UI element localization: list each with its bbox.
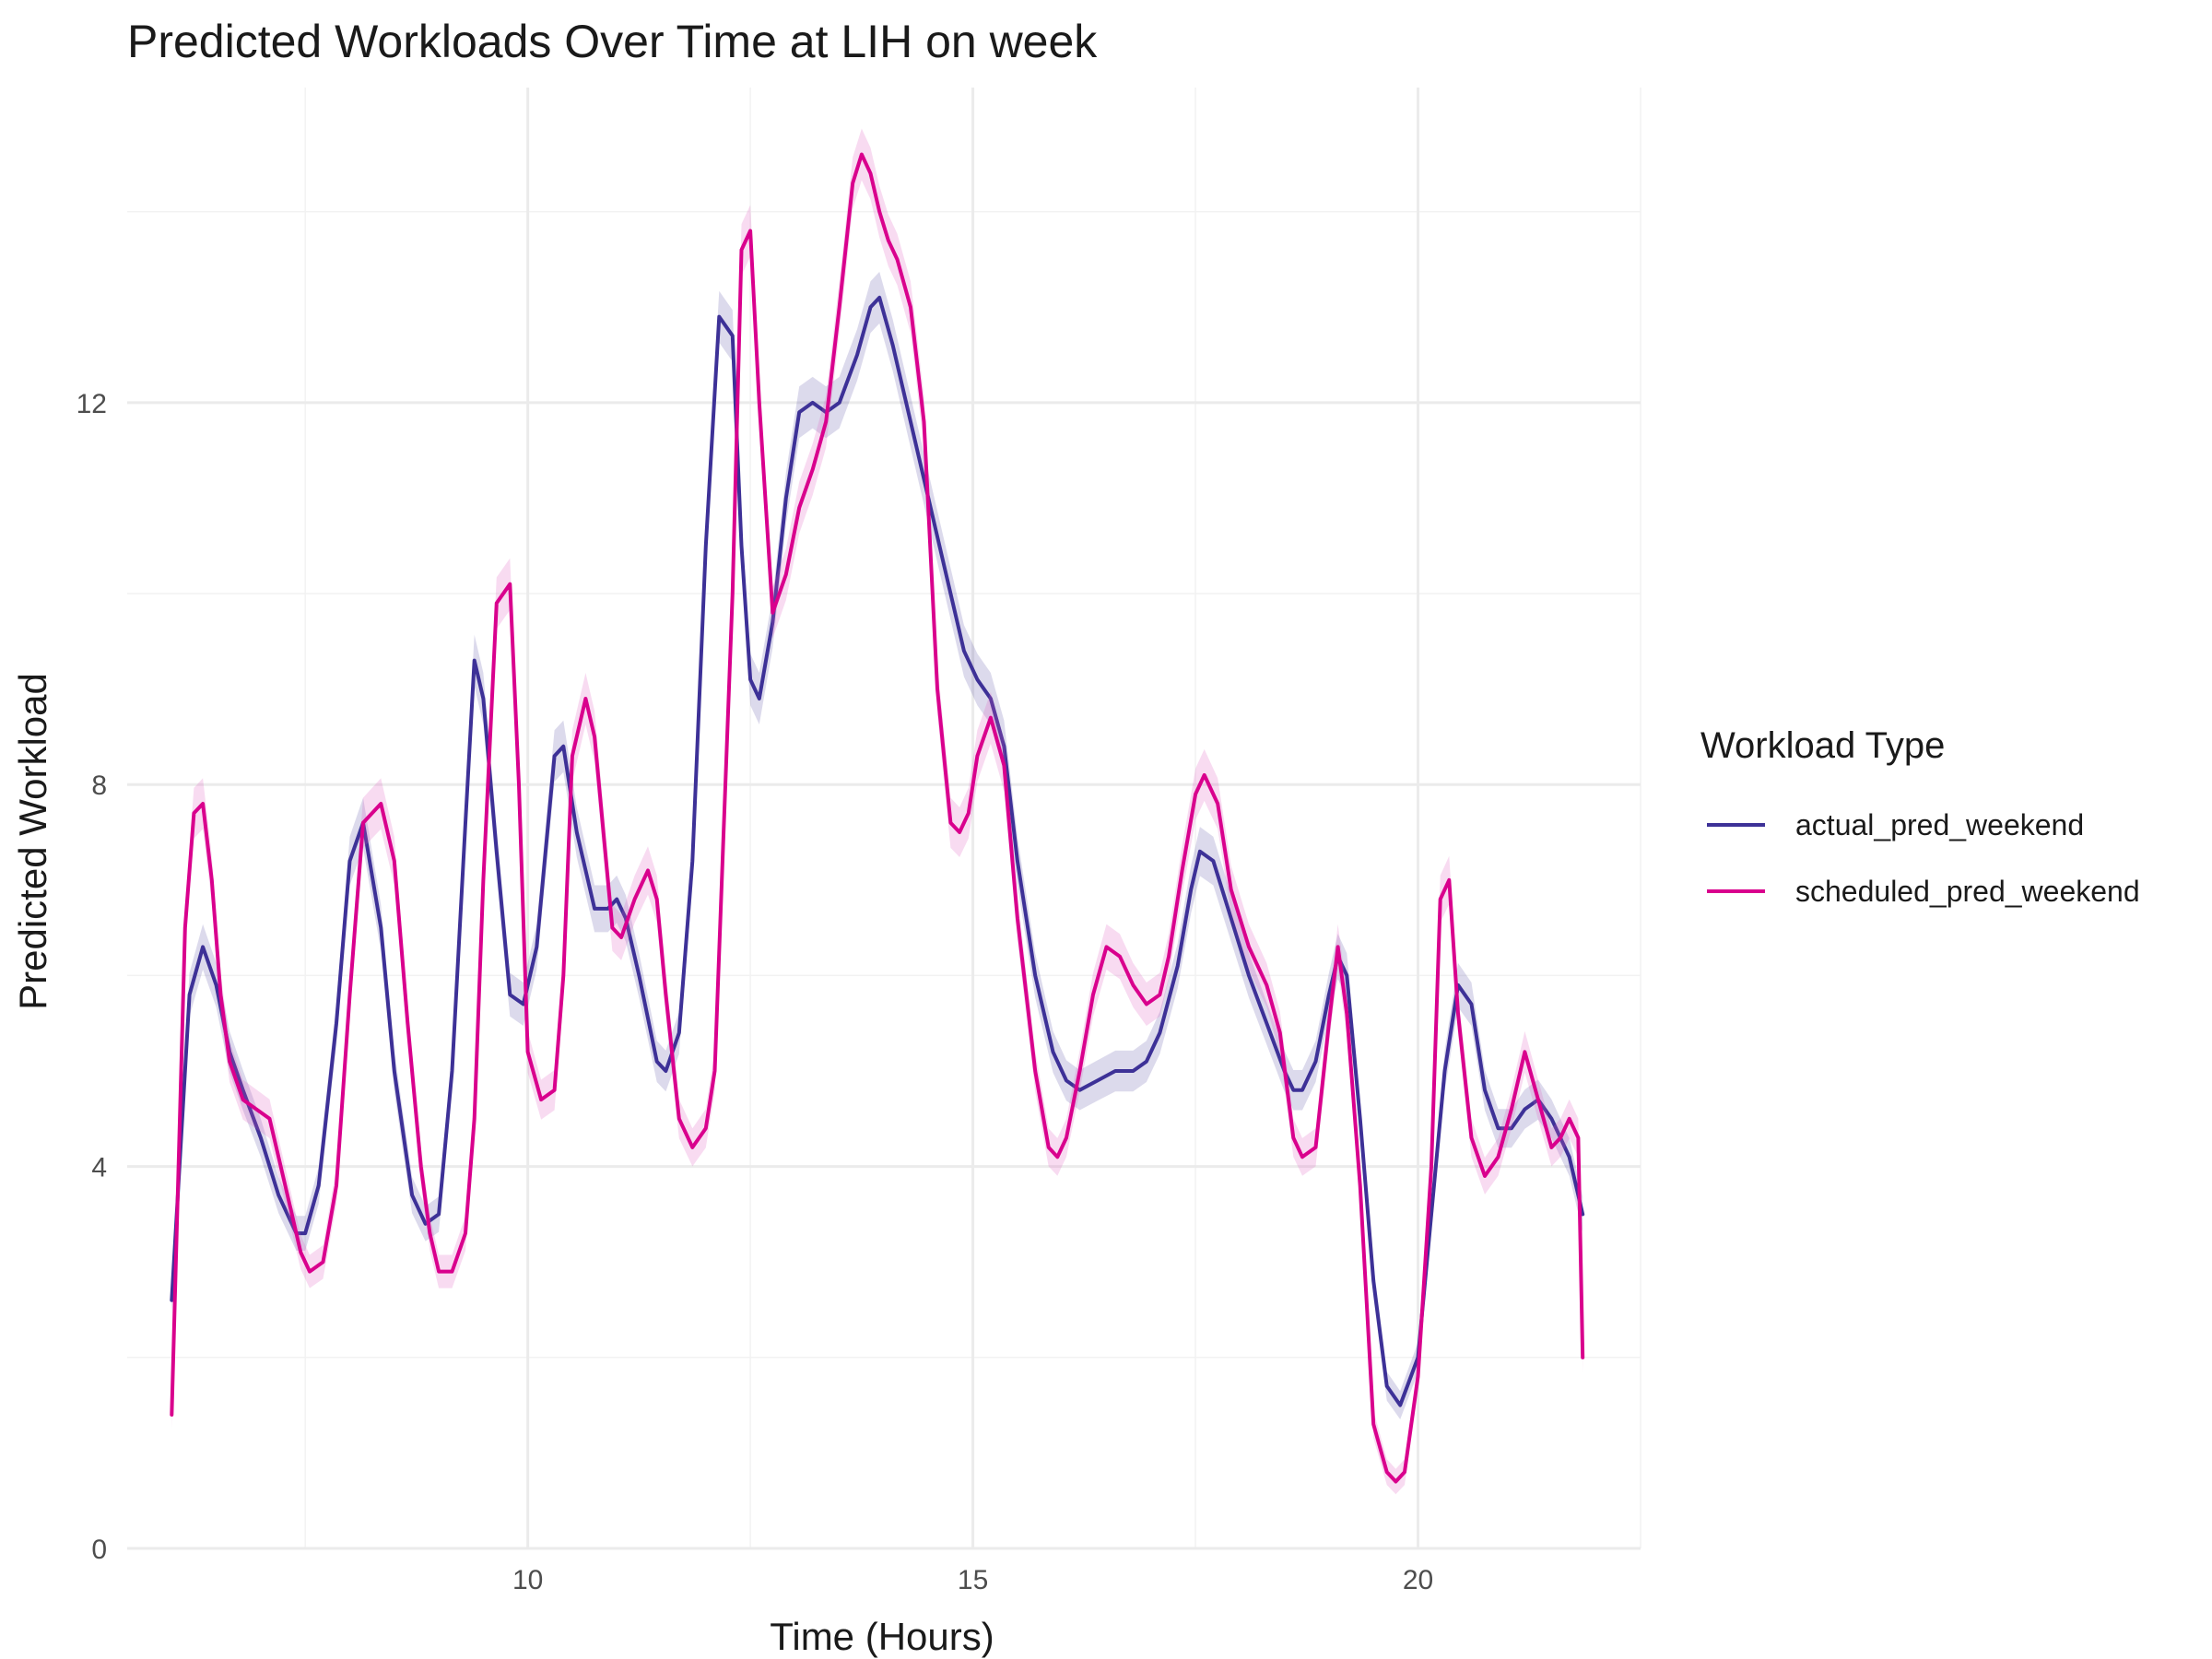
y-axis-title: Predicted Workload <box>11 673 54 1010</box>
plot-area: 10 15 20 0 4 8 12 <box>76 88 1641 1595</box>
legend: Workload Type actual_pred_weekendschedul… <box>1700 725 2140 908</box>
y-tick-label: 0 <box>91 1535 107 1565</box>
series-line-actual_pred_weekend <box>170 295 1585 1407</box>
legend-label-actual_pred_weekend: actual_pred_weekend <box>1795 808 2084 841</box>
y-tick-label: 8 <box>91 771 107 801</box>
x-tick-label: 20 <box>1403 1565 1433 1595</box>
series-line-scheduled_pred_weekend <box>170 152 1585 1484</box>
y-tick-label: 12 <box>76 389 107 419</box>
y-tick-label: 4 <box>91 1153 107 1183</box>
legend-label-scheduled_pred_weekend: scheduled_pred_weekend <box>1795 875 2140 908</box>
x-axis-title: Time (Hours) <box>770 1615 994 1658</box>
legend-items: actual_pred_weekend scheduled_pred_weeken… <box>1707 808 2140 908</box>
chart-title: Predicted Workloads Over Time at LIH on … <box>127 16 1098 67</box>
x-tick-label: 15 <box>958 1565 988 1595</box>
x-tick-label: 10 <box>512 1565 543 1595</box>
legend-title: Workload Type <box>1700 725 1945 766</box>
